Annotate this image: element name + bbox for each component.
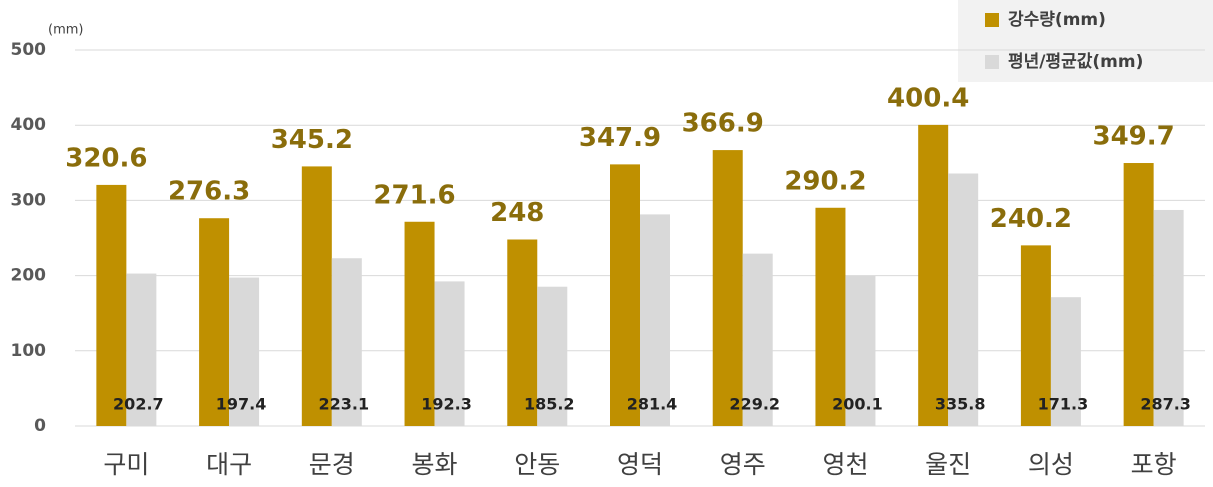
value-label: 290.2 [784,166,866,196]
bar [845,275,876,426]
x-tick-label: 문경 [309,450,355,479]
legend-label: 강수량(mm) [1008,10,1106,30]
bar [1050,297,1081,426]
value-label: 281.4 [627,395,678,414]
bar [331,258,362,426]
bar [610,164,640,426]
x-tick-label: 영주 [720,450,766,479]
bar [1153,209,1184,426]
bar [126,273,157,426]
y-tick-label: 500 [11,40,47,60]
value-label: 202.7 [113,395,164,414]
bar [948,173,979,426]
value-label: 171.3 [1038,395,1089,414]
y-tick-label: 0 [34,416,46,436]
bar [404,221,435,426]
value-label: 320.6 [65,143,147,173]
bar [742,253,773,426]
bar [434,281,465,426]
legend-swatch [985,13,999,27]
x-tick-label: 울진 [925,450,971,479]
bar [301,166,332,426]
value-label: 197.4 [216,395,267,414]
x-tick-label: 영천 [822,450,868,479]
value-label: 347.9 [579,123,661,153]
value-label: 229.2 [729,395,780,414]
bar [96,184,127,426]
legend-box [958,0,1213,82]
bar [1123,163,1154,426]
bar [918,124,949,426]
bar [229,277,260,426]
x-tick-label: 구미 [103,450,149,479]
value-label: 345.2 [271,125,353,155]
legend-swatch [985,55,999,69]
value-label: 366.9 [682,109,764,139]
x-tick-label: 영덕 [617,450,663,479]
value-label: 200.1 [832,395,883,414]
value-label: 240.2 [990,204,1072,234]
x-tick-label: 대구 [206,450,252,479]
value-label: 349.7 [1093,122,1175,152]
bar [712,150,743,427]
x-tick-label: 안동 [514,450,560,479]
bar [640,214,670,426]
value-label: 400.4 [887,83,969,113]
bar [507,239,538,426]
value-label: 192.3 [421,395,472,414]
y-tick-label: 400 [11,115,47,135]
y-tick-label: 300 [11,190,47,210]
bar [537,286,568,426]
value-label: 223.1 [319,395,370,414]
y-tick-label: 100 [11,341,47,361]
x-tick-label: 포항 [1131,450,1177,479]
bar [815,207,846,426]
value-label: 287.3 [1140,395,1191,414]
value-label: 276.3 [168,177,250,207]
y-tick-label: 200 [11,266,47,286]
x-tick-label: 봉화 [412,450,458,479]
x-tick-label: 의성 [1028,450,1074,479]
value-label: 185.2 [524,395,575,414]
bar [199,218,230,426]
bar [1020,245,1051,426]
value-label: 248 [490,198,544,228]
value-label: 335.8 [935,395,986,414]
legend-label: 평년/평균값(mm) [1008,52,1143,72]
value-label: 271.6 [373,180,455,210]
y-axis-unit: (mm) [48,23,83,38]
